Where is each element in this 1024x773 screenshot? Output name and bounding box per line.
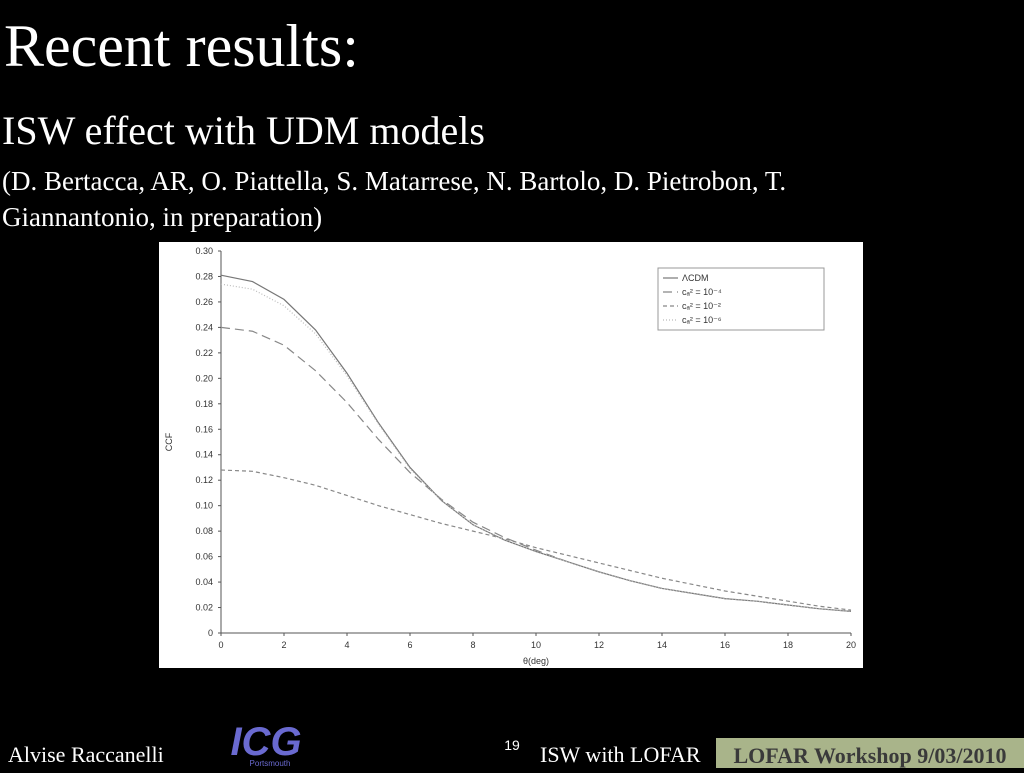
y-tick-label: 0.28 (195, 271, 213, 281)
legend-label: cₐ² = 10⁻⁶ (682, 315, 722, 325)
x-tick-label: 2 (281, 640, 286, 650)
footer-talk: ISW with LOFAR (540, 742, 701, 767)
authors-line: Giannantonio, in preparation) (2, 202, 322, 232)
x-tick-label: 4 (344, 640, 349, 650)
logo: ICG (230, 720, 301, 764)
footer-event: LOFAR Workshop 9/03/2010 (733, 743, 1006, 768)
y-tick-label: 0.18 (195, 399, 213, 409)
y-tick-label: 0.20 (195, 373, 213, 383)
y-tick-label: 0.26 (195, 297, 213, 307)
chart: 0 0.02 0.04 0.06 0.08 0.10 0.12 0.14 0.16 0.18 0.2… (164, 246, 856, 666)
x-tick-label: 8 (470, 640, 475, 650)
y-tick-label: 0.22 (195, 348, 213, 358)
legend-box (657, 267, 825, 331)
series-line (220, 469, 852, 611)
x-tick-label: 20 (846, 640, 856, 650)
x-tick-label: 6 (407, 640, 412, 650)
x-tick-label: 16 (720, 640, 730, 650)
series-line (220, 326, 852, 612)
y-tick-label: 0.02 (195, 603, 213, 613)
slide-heading: ISW effect with UDM models (2, 108, 485, 153)
legend-label: cₐ² = 10⁻⁴ (682, 287, 722, 297)
y-tick-label: 0 (208, 628, 213, 638)
page-number: 19 (504, 737, 520, 753)
y-tick-label: 0.16 (195, 424, 213, 434)
y-tick-label: 0.14 (195, 450, 213, 460)
footer-author: Alvise Raccanelli (8, 742, 164, 767)
y-tick-label: 0.06 (195, 552, 213, 562)
legend-label: ΛCDM (682, 273, 709, 283)
y-tick-label: 0.08 (195, 526, 213, 536)
logo-sub: Portsmouth (250, 759, 291, 768)
y-tick-label: 0.04 (195, 577, 213, 587)
event-banner (716, 738, 1024, 768)
y-tick-label: 0.30 (195, 246, 213, 256)
x-tick-label: 18 (783, 640, 793, 650)
x-tick-label: 12 (594, 640, 604, 650)
y-tick-label: 0.12 (195, 475, 213, 485)
slide-title: Recent results: (4, 13, 359, 79)
y-axis-label: CCF (164, 432, 174, 451)
x-tick-label: 0 (218, 640, 223, 650)
authors-line: (D. Bertacca, AR, O. Piattella, S. Matar… (2, 166, 786, 196)
y-tick-label: 0.24 (195, 322, 213, 332)
series-line (220, 274, 852, 612)
x-tick-label: 14 (657, 640, 667, 650)
x-tick-label: 10 (531, 640, 541, 650)
legend-label: cₐ² = 10⁻² (682, 301, 721, 311)
x-axis-label: θ(deg) (523, 656, 549, 666)
y-tick-label: 0.10 (195, 501, 213, 511)
